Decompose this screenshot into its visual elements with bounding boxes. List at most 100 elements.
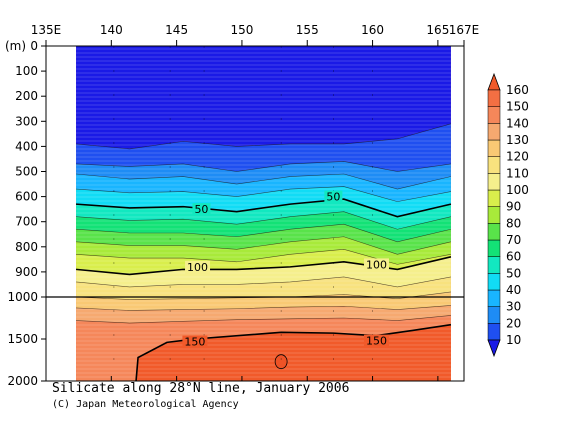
y-tick-label: 1500 [7, 332, 38, 346]
isoline-130 [76, 305, 451, 311]
x-tick-label: 155 [296, 23, 319, 37]
isoline-20 [76, 161, 451, 172]
contour-label-bg [363, 258, 389, 272]
colorbar-label: 160 [506, 83, 529, 97]
fill-band-3 [76, 174, 451, 202]
y-tick-label: 100 [15, 64, 38, 78]
fill-band-11 [76, 276, 451, 300]
plot-frame [45, 45, 465, 382]
colorbar-label: 90 [506, 200, 521, 214]
y-tick-label: 1000 [7, 290, 38, 304]
x-tick-label: 150 [230, 23, 253, 37]
x-tick-label: 145 [165, 23, 188, 37]
colorbar-label: 10 [506, 333, 521, 347]
fill-band-13 [76, 305, 451, 324]
x-tick-label: 140 [100, 23, 123, 37]
fill-band-2 [76, 161, 451, 190]
colorbar-max-arrow [487, 72, 501, 91]
colorbar-swatch [487, 206, 501, 224]
isoline-40 [76, 186, 451, 202]
colorbar-label: 100 [506, 183, 529, 197]
fill-band-9 [76, 249, 451, 275]
colorbar-label: 30 [506, 300, 521, 314]
contour-label: 100 [187, 261, 208, 274]
colorbar-min-arrow [487, 339, 501, 358]
colorbar-label: 120 [506, 150, 529, 164]
colorbar-label: 70 [506, 233, 521, 247]
contour-label-bg [363, 334, 389, 348]
colorbar-label: 150 [506, 100, 529, 114]
contour-label-bg [182, 335, 208, 349]
x-tick-label: 165 [426, 23, 449, 37]
y-axis-unit: (m) [5, 39, 26, 53]
y-tick-label: 600 [15, 190, 38, 204]
contour-label: 100 [366, 258, 387, 271]
colorbar-swatch [487, 306, 501, 324]
colorbar-label: 40 [506, 283, 521, 297]
x-tick-label: 135E [31, 23, 62, 37]
colorbar: 10 20 30 40 50 60 70 80 90 100 110 120 130 140 150 160 [487, 72, 529, 358]
isoline-50 [75, 198, 452, 218]
isoline-10 [76, 123, 452, 150]
colorbar-label: 140 [506, 116, 529, 130]
colorbar-swatch [487, 139, 501, 157]
isoline-30 [76, 173, 452, 190]
contour-label-bg [192, 203, 211, 217]
colorbar-label: 60 [506, 250, 521, 264]
chart-title: Silicate along 28°N line, January 2006 [52, 381, 350, 396]
y-tick-label: 0 [30, 39, 38, 53]
isoline-140 [76, 315, 451, 324]
colorbar-swatch [487, 106, 501, 124]
y-tick-label: 2000 [7, 374, 38, 388]
colorbar-label: 130 [506, 133, 529, 147]
contour-label: 150 [184, 336, 205, 349]
fill-band-1 [76, 123, 451, 172]
colorbar-label: 80 [506, 216, 521, 230]
fill-hatch-layer [76, 48, 451, 378]
y-tick-label: 700 [15, 215, 38, 229]
colorbar-label: 20 [506, 316, 521, 330]
y-tick-label: 200 [15, 89, 38, 103]
isoline-80 [76, 236, 452, 255]
axes-layer: 135E 140 145 150 155 160 165 167E 0 100 200 300 400 5… [5, 23, 479, 388]
contour-labels-layer: 50 50 100 100 150 150 [182, 190, 389, 349]
isoline-110 [76, 276, 451, 288]
x-tick-label: 160 [361, 23, 384, 37]
fill-band-8 [76, 236, 451, 265]
y-tick-label: 300 [15, 114, 38, 128]
y-tick-label: 500 [15, 165, 38, 179]
colorbar-swatch [487, 123, 501, 141]
colorbar-swatch [487, 289, 501, 307]
isoline-60 [76, 211, 452, 230]
isoline-70 [76, 223, 452, 243]
colorbar-swatch [487, 173, 501, 191]
contour-label-bg [324, 190, 343, 204]
colorbar-swatch [487, 156, 501, 174]
colorbar-swatch [487, 273, 501, 291]
colorbar-label: 110 [506, 166, 529, 180]
fill-band-0 [76, 46, 451, 149]
fill-band-7 [76, 224, 451, 255]
contour-label-bg [185, 260, 211, 274]
fill-band-4 [76, 186, 451, 217]
colorbar-swatch [487, 323, 501, 341]
colorbar-label: 50 [506, 266, 521, 280]
contour-label: 150 [366, 335, 387, 348]
colorbar-swatch [487, 223, 501, 241]
fill-band-5 [76, 199, 451, 230]
colorbar-swatch [487, 89, 501, 107]
colorbar-swatch [487, 189, 501, 207]
contour-fill-layer [76, 46, 451, 381]
colorbar-swatch [487, 239, 501, 257]
closed-150-patch [274, 354, 288, 370]
isoline-150 [135, 323, 452, 382]
contour-label: 50 [326, 191, 340, 204]
contour-label: 50 [194, 203, 208, 216]
y-tick-label: 800 [15, 240, 38, 254]
x-tick-label: 167E [449, 23, 480, 37]
y-tick-label: 900 [15, 265, 38, 279]
fill-band-6 [76, 211, 451, 242]
chart-credit: (C) Japan Meteorological Agency [52, 399, 239, 410]
colorbar-swatch [487, 256, 501, 274]
